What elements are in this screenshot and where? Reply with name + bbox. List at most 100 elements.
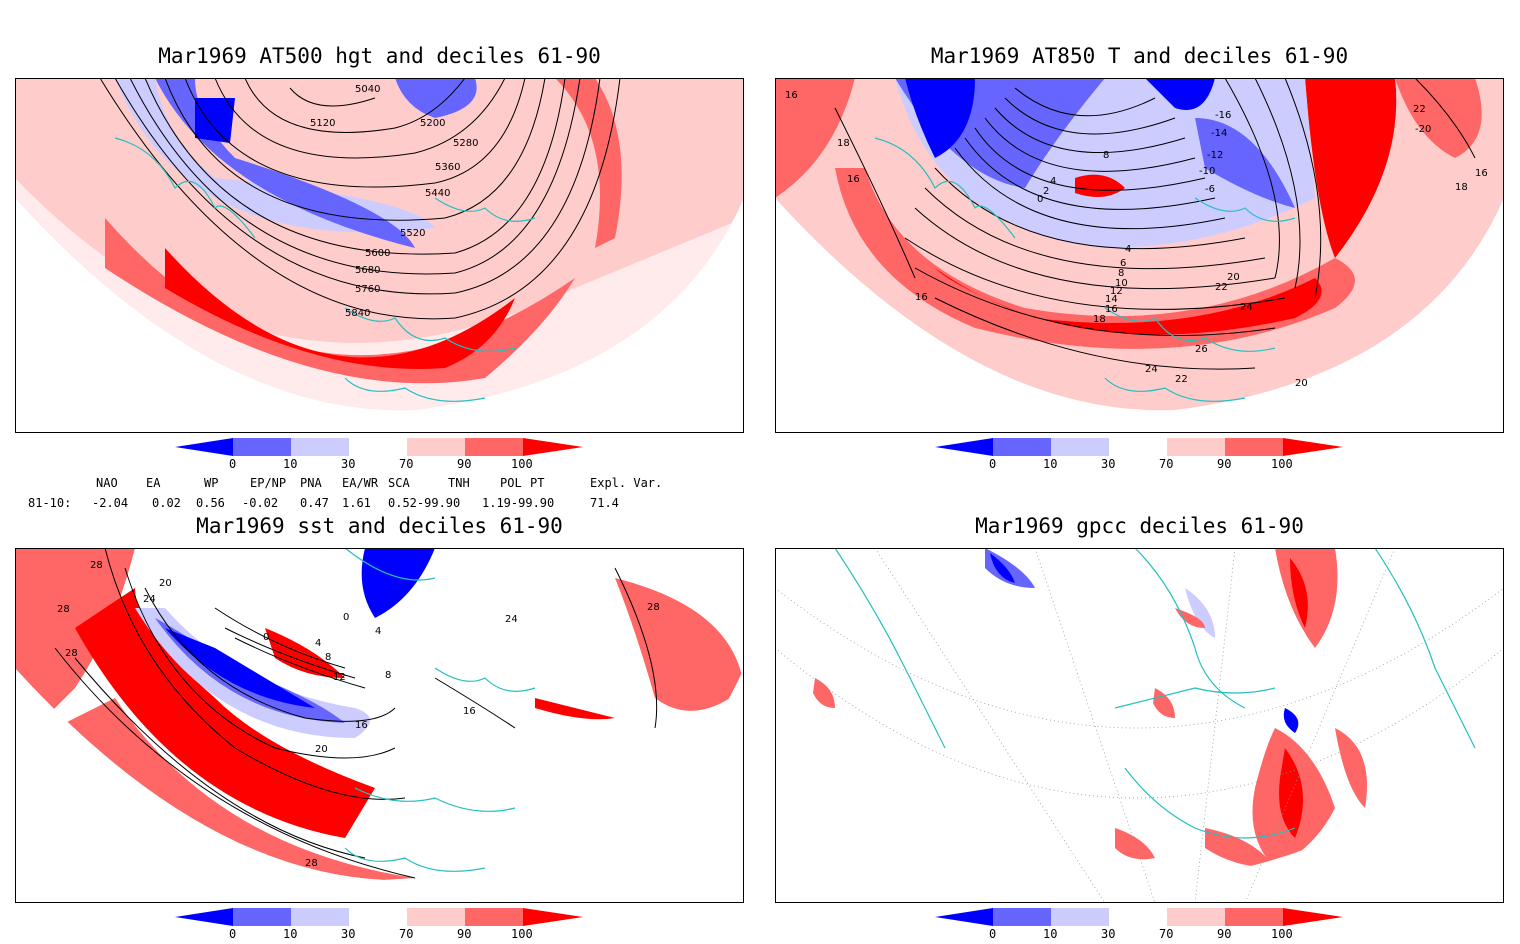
panel-title-hgt: Mar1969 AT500 hgt and deciles 61-90 [158,44,601,68]
panel-title-t850: Mar1969 AT850 T and deciles 61-90 [930,44,1349,68]
svg-text:10: 10 [283,927,297,940]
lat-lon-grid [775,548,1504,903]
contour-label: 8 [1118,268,1124,279]
panel-frame [15,78,744,433]
svg-text:30: 30 [341,927,355,940]
contour-label: 12 [333,672,346,683]
index-row-label: 81-10: [28,496,72,510]
decile-shading [15,548,744,881]
svg-text:0: 0 [989,927,996,940]
map-panel-hgt500: 5040 5120 5200 5280 5360 5440 5520 5600 … [15,78,744,433]
panel-title-gpcc: Mar1969 gpcc deciles 61-90 [975,514,1304,538]
contour-label: 10 [1115,278,1128,289]
map-panel-sst: 28 24 20 28 28 0 0 4 4 8 8 12 16 20 16 2… [15,548,744,903]
svg-text:70: 70 [1159,927,1173,940]
contour-label: 5200 [420,118,445,129]
contour-label: 5360 [435,162,460,173]
svg-text:0: 0 [229,927,236,940]
svg-text:30: 30 [341,457,355,471]
contour-label: 28 [90,560,103,571]
contour-label: 4 [1050,176,1056,187]
contour-label: -12 [1207,150,1223,161]
contour-label: 24 [1145,364,1158,375]
decile-shading [775,78,1504,411]
contour-label: 8 [325,652,331,663]
contour-label: 20 [159,578,172,589]
contour-label: 28 [65,648,78,659]
svg-text:100: 100 [511,457,533,471]
contour-label: 5440 [425,188,450,199]
contour-label: 4 [315,638,321,649]
svg-text:10: 10 [283,457,297,471]
svg-text:30: 30 [1101,927,1115,940]
contour-label: 5280 [453,138,478,149]
index-header: Expl. Var. [590,476,663,490]
contour-label: 16 [1475,168,1488,179]
index-header: POL [500,476,522,490]
coastlines [874,137,1296,402]
temp-contours [834,78,1476,370]
svg-text:100: 100 [1271,457,1293,471]
contour-label: 16 [463,706,476,717]
index-header: PNA [300,476,322,490]
contour-label: -16 [1215,110,1231,121]
contour-label: 0 [263,632,269,643]
index-header: PT [530,476,545,490]
svg-text:90: 90 [457,457,471,471]
contour-label: -10 [1199,166,1215,177]
index-value: 0.52-99.90 [388,496,461,510]
index-value: 0.02 [152,496,181,510]
contour-label: 16 [1105,304,1118,315]
contour-label: 5040 [355,84,380,95]
contour-label: 8 [385,670,391,681]
index-value: 1.19-99.90 [482,496,555,510]
colorbar-hgt: 0 10 30 70 90 100 [175,438,595,476]
contour-label: 8 [1103,150,1109,161]
contour-label: 5520 [400,228,425,239]
contour-label: 24 [143,594,156,605]
panel-frame [15,548,744,903]
panel-frame [775,78,1504,433]
contour-label: 16 [785,90,798,101]
contour-label: 22 [1175,374,1188,385]
contour-label: -14 [1211,128,1227,139]
contour-label: 2 [1043,186,1049,197]
contour-label: 22 [1215,282,1228,293]
svg-text:30: 30 [1101,457,1115,471]
coastlines [114,137,536,402]
decile-shading [775,548,1504,881]
map-panel-gpcc [775,548,1504,903]
svg-text:70: 70 [1159,457,1173,471]
colorbar-gpcc: 0 10 30 70 90 100 [935,908,1355,944]
contour-label: 18 [1455,182,1468,193]
contour-labels: 28 24 20 28 28 0 0 4 4 8 8 12 16 20 16 2… [57,560,660,869]
index-header: NAO [96,476,118,490]
index-header: EA [146,476,161,490]
contour-label: 14 [1105,294,1118,305]
coastlines [834,548,1476,839]
contour-label: 28 [57,604,70,615]
svg-text:90: 90 [1217,457,1231,471]
contour-label: 0 [1037,194,1043,205]
index-header: EP/NP [250,476,287,490]
contour-label: 5840 [345,308,370,319]
svg-text:100: 100 [1271,927,1293,940]
contour-labels: 16 18 16 0 2 4 8 -16 -14 -12 -10 -6 4 6 … [785,90,1488,389]
svg-text:70: 70 [399,457,413,471]
contour-labels: 5040 5120 5200 5280 5360 5440 5520 5600 … [310,84,478,319]
svg-text:10: 10 [1043,927,1057,940]
contour-label: 22 [1413,104,1426,115]
contour-label: 20 [1227,272,1240,283]
contour-label: 18 [837,138,850,149]
contour-label: 16 [355,720,368,731]
index-value: 1.61 [342,496,371,510]
svg-text:70: 70 [399,927,413,940]
colorbar-t850: 0 10 30 70 90 100 [935,438,1355,476]
svg-text:90: 90 [457,927,471,940]
svg-text:100: 100 [511,927,533,940]
contour-label: 5120 [310,118,335,129]
contour-label: 4 [1125,244,1131,255]
index-value: 71.4 [590,496,619,510]
contour-label: 5680 [355,265,380,276]
index-value: 0.47 [300,496,329,510]
